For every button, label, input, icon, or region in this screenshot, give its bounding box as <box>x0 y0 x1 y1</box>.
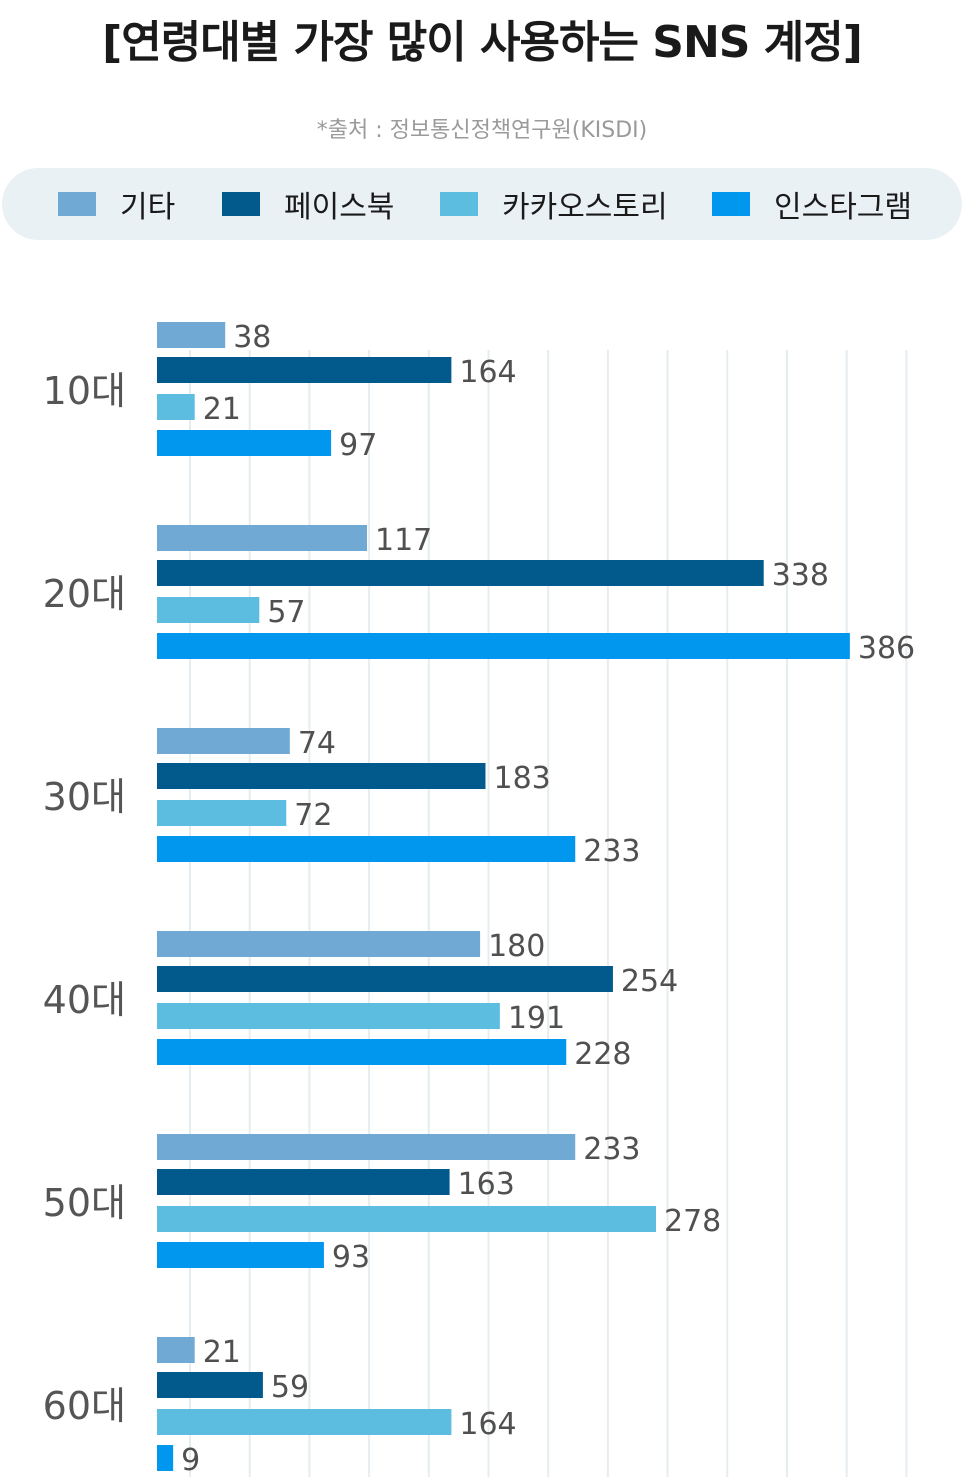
legend-label-etc: 기타 <box>120 190 176 225</box>
data-label: 180 <box>488 929 545 964</box>
bar <box>157 357 452 383</box>
legend-item-etc: 기타 <box>58 168 175 240</box>
legend-item-instagram: 인스타그램 <box>712 168 912 240</box>
chart-source: *출처 : 정보통신정책연구원(KISDI) <box>316 118 648 143</box>
data-label: 386 <box>858 631 915 666</box>
data-label: 74 <box>298 726 336 761</box>
bar <box>157 560 764 586</box>
legend-swatch-facebook <box>222 192 260 216</box>
data-label: 59 <box>271 1370 309 1405</box>
data-label: 233 <box>583 1132 640 1167</box>
legend-label-facebook: 페이스북 <box>284 190 395 225</box>
bar <box>157 1169 450 1195</box>
bar <box>157 1003 500 1029</box>
bar <box>157 728 290 754</box>
bar <box>157 931 481 957</box>
data-label: 228 <box>574 1037 631 1072</box>
category-label: 40대 <box>43 978 126 1022</box>
data-label: 278 <box>664 1204 721 1239</box>
bar <box>157 1445 174 1471</box>
bar <box>157 1337 195 1363</box>
bar <box>157 1134 576 1160</box>
data-label: 183 <box>493 761 550 796</box>
legend-swatch-kakaostory <box>440 192 478 216</box>
legend-label-kakaostory: 카카오스토리 <box>502 190 668 225</box>
data-label: 117 <box>375 523 432 558</box>
bar <box>157 430 332 456</box>
data-label: 97 <box>339 428 377 463</box>
data-label: 72 <box>294 798 332 833</box>
bar <box>157 763 486 789</box>
bar <box>157 1409 452 1435</box>
bar <box>157 836 576 862</box>
legend-label-instagram: 인스타그램 <box>774 190 912 225</box>
bar <box>157 1206 657 1232</box>
bar <box>157 1242 324 1268</box>
bar <box>157 322 226 348</box>
data-label: 21 <box>203 1335 241 1370</box>
bar <box>157 966 613 992</box>
chart-title: [연령대별 가장 많이 사용하는 SNS 계정] <box>102 17 863 68</box>
data-label: 254 <box>621 964 678 999</box>
bar <box>157 394 195 420</box>
data-label: 9 <box>181 1443 200 1477</box>
category-label: 60대 <box>43 1384 126 1428</box>
category-label: 10대 <box>43 369 126 413</box>
data-label: 163 <box>458 1167 515 1202</box>
data-label: 57 <box>267 595 305 630</box>
data-label: 191 <box>508 1001 565 1036</box>
legend-item-kakaostory: 카카오스토리 <box>440 168 668 240</box>
data-label: 164 <box>459 355 516 390</box>
bar <box>157 597 260 623</box>
bar <box>157 800 287 826</box>
legend-swatch-instagram <box>712 192 750 216</box>
category-label: 30대 <box>43 775 126 819</box>
legend-swatch-etc <box>58 192 96 216</box>
bar <box>157 525 368 551</box>
data-label: 38 <box>233 320 271 355</box>
bar <box>157 1039 567 1065</box>
legend: 기타 페이스북 카카오스토리 인스타그램 <box>2 168 962 240</box>
data-label: 93 <box>332 1240 370 1275</box>
bar <box>157 1372 263 1398</box>
data-label: 21 <box>203 392 241 427</box>
data-label: 338 <box>772 558 829 593</box>
legend-item-facebook: 페이스북 <box>222 168 394 240</box>
data-label: 164 <box>459 1407 516 1442</box>
data-label: 233 <box>583 834 640 869</box>
category-label: 50대 <box>43 1181 126 1225</box>
bar <box>157 633 850 659</box>
category-label: 20대 <box>43 572 126 616</box>
